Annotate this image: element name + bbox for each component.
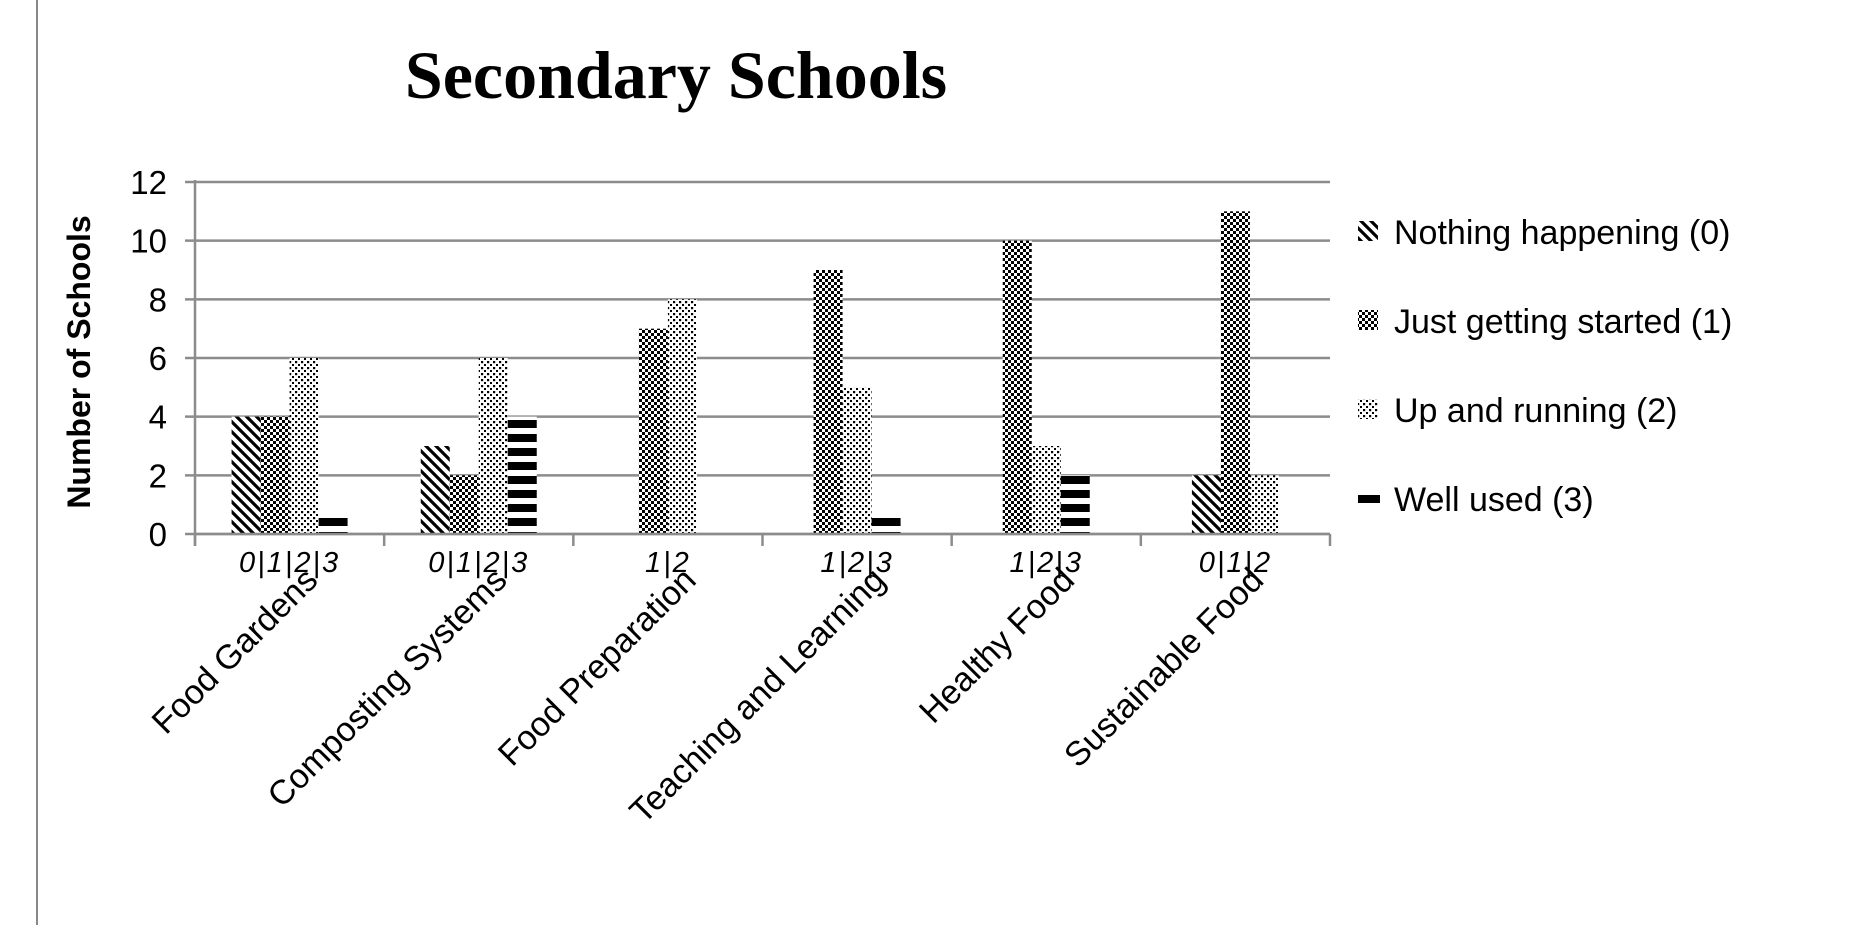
bar (420, 446, 450, 534)
x-category-label: Healthy Food (912, 561, 1082, 731)
bar (449, 475, 479, 534)
bar (289, 358, 319, 534)
bars (231, 211, 1279, 535)
x-sub-label: 1|2|3 (820, 547, 893, 579)
bar (842, 387, 872, 534)
x-sub-label: 1|2|3 (1010, 547, 1083, 579)
y-axis-label: Number of Schools (61, 215, 97, 508)
legend-label: Well used (3) (1394, 481, 1594, 519)
bar (1031, 446, 1061, 534)
bar (1191, 475, 1221, 534)
y-tick-label: 4 (149, 399, 167, 436)
x-category-label: Food Gardens (145, 561, 326, 742)
y-tick-label: 8 (149, 281, 167, 318)
x-sub-label: 1|2 (645, 547, 691, 579)
bar (871, 513, 901, 534)
bar (260, 416, 290, 534)
x-axis (193, 180, 1332, 546)
y-tick-label: 12 (130, 164, 167, 201)
y-tick-labels: 0 2 4 6 8 10 12 (130, 164, 167, 553)
bar (813, 270, 843, 534)
bar (1249, 475, 1279, 534)
x-sub-label: 0|1|2|3 (428, 547, 529, 579)
legend-swatch (1358, 495, 1380, 503)
legend-swatch (1358, 399, 1378, 419)
y-tick-label: 6 (149, 340, 167, 377)
x-category-label: Food Preparation (491, 561, 704, 774)
legend-label: Up and running (2) (1394, 392, 1678, 430)
bar (1002, 240, 1032, 534)
legend-label: Nothing happening (0) (1394, 214, 1730, 252)
legend: Nothing happening (0) Just getting starte… (1358, 214, 1732, 519)
legend-label: Just getting started (1) (1394, 303, 1732, 341)
bar (231, 416, 261, 534)
bar (318, 513, 348, 534)
bar (1220, 211, 1250, 535)
x-sub-label: 0|1|2|3 (239, 547, 340, 579)
bar (667, 299, 697, 534)
bar (478, 358, 508, 534)
bar (1060, 475, 1090, 534)
bar (507, 416, 537, 534)
x-sub-label: 0|1|2 (1199, 547, 1272, 579)
gridlines (185, 180, 1330, 536)
chart-title: Secondary Schools (405, 37, 947, 113)
legend-swatch (1358, 310, 1378, 330)
legend-swatch (1358, 221, 1378, 241)
x-category-label: Sustainable Food (1057, 561, 1271, 775)
bar (638, 328, 668, 534)
y-tick-label: 10 (130, 223, 167, 260)
y-tick-label: 0 (149, 516, 167, 553)
y-tick-label: 2 (149, 457, 167, 494)
